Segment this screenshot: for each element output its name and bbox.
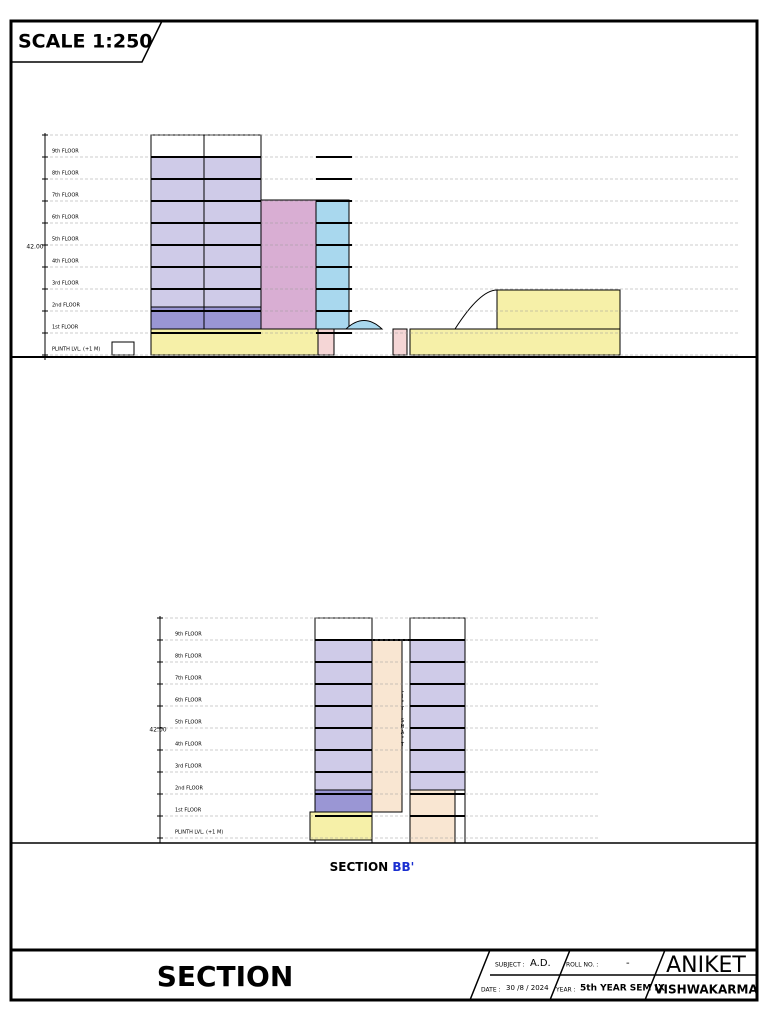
section-a: 42.00 — [10, 133, 757, 360]
floor-label: 3rd FLOOR — [52, 281, 79, 287]
floor-label: 8th FLOOR — [52, 171, 79, 177]
podium-right — [409, 328, 621, 356]
floor-label: PLINTH LVL. (+1 M) — [175, 830, 223, 836]
roll-label: ROLL NO. : — [566, 962, 598, 969]
stair — [371, 639, 403, 813]
kiosk — [111, 341, 135, 356]
floor-label: 1st FLOOR — [175, 808, 202, 814]
date-label: DATE : — [481, 987, 501, 994]
title-block: SECTION SUBJECT : A.D. ROLL NO. : - DATE… — [11, 948, 758, 1001]
floor-label: 5th FLOOR — [175, 720, 202, 726]
scale-box — [11, 20, 163, 63]
author-last: VISHWAKARMA — [654, 983, 758, 997]
height-dimension: 42.00 — [149, 727, 166, 734]
date: 30 /8 / 2024 — [506, 984, 549, 992]
pink-block — [260, 199, 317, 330]
right-block — [496, 289, 621, 330]
scale-label: SCALE 1:250 — [18, 31, 153, 53]
floor-label: 5th FLOOR — [52, 237, 79, 243]
floor-label: 7th FLOOR — [175, 676, 202, 682]
sheet-border — [9, 19, 759, 1002]
sheet-title: SECTION — [157, 960, 294, 993]
roll: - — [626, 958, 630, 969]
floor-label: 3rd FLOOR — [175, 764, 202, 770]
floor-label: 9th FLOOR — [175, 632, 202, 638]
floor-label: 4th FLOOR — [175, 742, 202, 748]
floor-label: 8th FLOOR — [175, 654, 202, 660]
year-label: YEAR : — [555, 987, 576, 994]
year: 5th YEAR SEM IX — [580, 984, 665, 994]
caption-suffix: BB' — [392, 860, 414, 874]
floor-label: 7th FLOOR — [52, 193, 79, 199]
floor-label: 2nd FLOOR — [52, 303, 80, 309]
floor-label: 9th FLOOR — [52, 149, 79, 155]
section-caption: SECTION BB' — [330, 860, 415, 874]
ramp — [454, 289, 498, 330]
tower-left-floors — [314, 639, 373, 791]
floor-label: 4th FLOOR — [52, 259, 79, 265]
floor-label: 6th FLOOR — [52, 215, 79, 221]
floor-label: 2nd FLOOR — [175, 786, 203, 792]
floor-label: 1st FLOOR — [52, 325, 79, 331]
subject-label: SUBJECT : — [495, 962, 525, 969]
author-first: ANIKET — [666, 953, 746, 978]
lift-label: LIFT SHAFT — [400, 688, 406, 748]
title-grid — [469, 949, 757, 1001]
caption-prefix: SECTION — [330, 860, 389, 874]
height-dimension: 42.00 — [26, 244, 43, 251]
tower-right-floors — [409, 639, 466, 791]
floor-label: PLINTH LVL. (+1 M) — [52, 347, 100, 353]
glazing — [315, 199, 350, 330]
floor-label: 6th FLOOR — [175, 698, 202, 704]
dome — [344, 320, 384, 330]
subject: A.D. — [530, 958, 551, 969]
